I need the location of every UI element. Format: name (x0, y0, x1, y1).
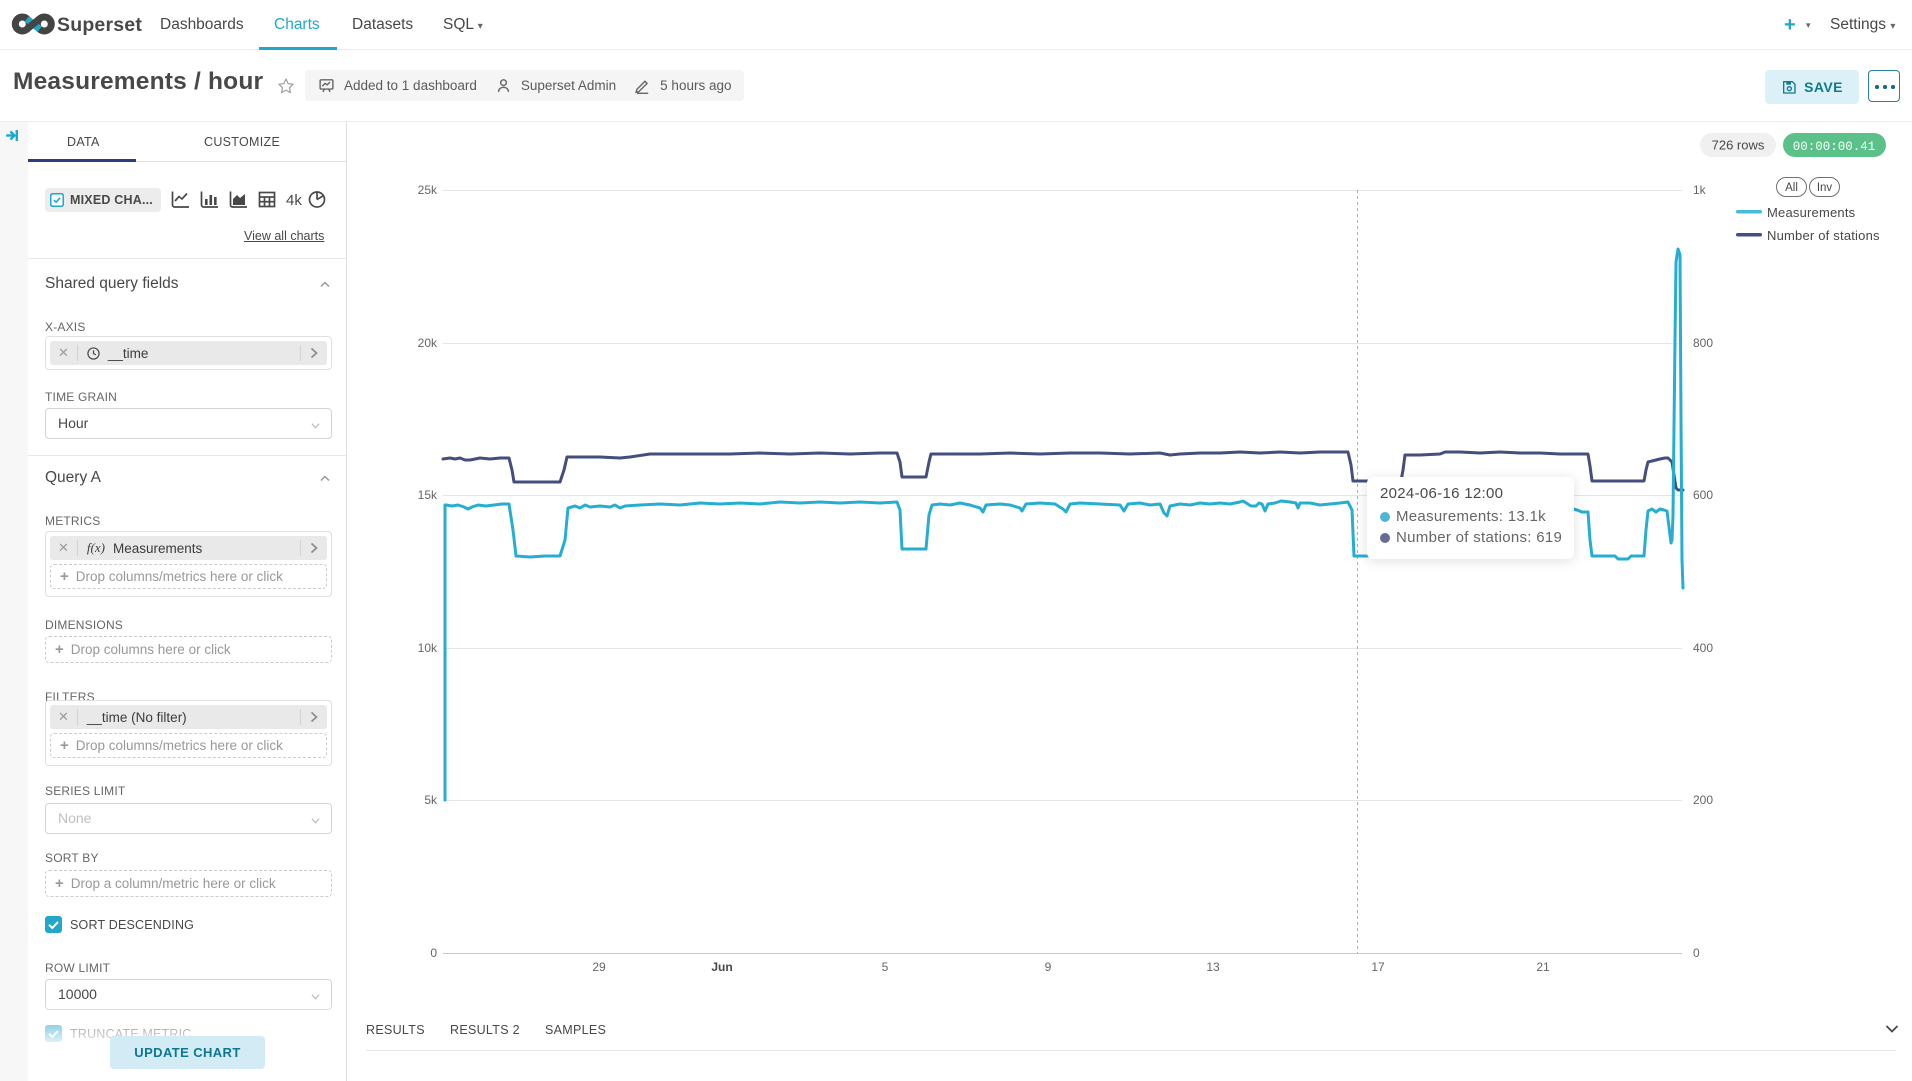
svg-text:800: 800 (1693, 336, 1713, 350)
svg-text:Measurements: Measurements (1767, 205, 1856, 220)
svg-text:4k: 4k (286, 192, 302, 209)
svg-text:5: 5 (882, 960, 889, 974)
svg-text:5k: 5k (424, 793, 438, 807)
svg-text:1k: 1k (1693, 183, 1707, 197)
svg-text:29: 29 (592, 960, 606, 974)
svg-text:Inv: Inv (1817, 182, 1833, 194)
svg-text:0: 0 (430, 946, 437, 960)
svg-text:20k: 20k (418, 336, 438, 350)
svg-text:200: 200 (1693, 793, 1713, 807)
svg-text:17: 17 (1371, 960, 1385, 974)
svg-text:0: 0 (1693, 946, 1700, 960)
svg-text:Number of stations: Number of stations (1767, 228, 1880, 243)
svg-text:726 rows: 726 rows (1712, 138, 1765, 153)
svg-text:600: 600 (1693, 488, 1713, 502)
svg-text:All: All (1785, 182, 1798, 194)
svg-text:10k: 10k (418, 641, 438, 655)
svg-text:9: 9 (1045, 960, 1052, 974)
svg-text:00:00:00.41: 00:00:00.41 (1793, 140, 1876, 154)
svg-text:Jun: Jun (711, 960, 732, 974)
svg-text:400: 400 (1693, 641, 1713, 655)
svg-text:15k: 15k (418, 488, 438, 502)
svg-text:13: 13 (1206, 960, 1220, 974)
svg-text:25k: 25k (418, 183, 438, 197)
svg-text:21: 21 (1536, 960, 1550, 974)
